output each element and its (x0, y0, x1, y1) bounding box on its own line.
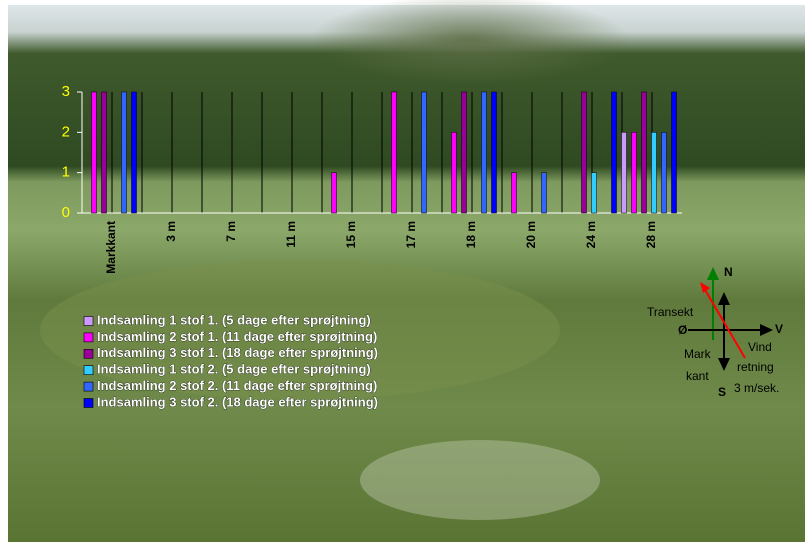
y-tick-label: 0 (62, 204, 70, 221)
bar (631, 132, 637, 214)
photo-tree (310, 0, 630, 85)
bar (91, 91, 97, 214)
bar (481, 91, 487, 214)
x-tick-label: 7 m (224, 221, 238, 242)
x-tick-label: 28 m (644, 221, 658, 248)
y-tick-label: 3 (62, 83, 70, 100)
legend-label: Indsamling 2 stof 1. (11 dage efter sprø… (97, 329, 377, 344)
x-tick-label: 15 m (344, 221, 358, 248)
x-tick-label: 3 m (164, 221, 178, 242)
compass-edge: kant (686, 369, 709, 383)
compass-west: Ø (678, 323, 687, 337)
x-tick-label: 17 m (404, 221, 418, 248)
legend-swatch (83, 348, 94, 359)
legend-swatch (83, 316, 94, 326)
bar (491, 91, 497, 214)
y-tick-label: 2 (62, 123, 70, 140)
bar (581, 91, 587, 214)
bar (331, 172, 337, 214)
bar (421, 91, 427, 214)
compass-south: S (718, 385, 726, 399)
wind-arrow-head (700, 282, 710, 293)
compass-wind-direction: retning (737, 360, 774, 374)
x-tick-label: 11 m (284, 221, 298, 248)
x-tick-label: Markkant (104, 221, 118, 274)
compass-wind-speed: 3 m/sek. (734, 381, 779, 395)
bar (671, 91, 677, 214)
legend-label: Indsamling 3 stof 1. (18 dage efter sprø… (97, 345, 378, 360)
north-arrow-head (707, 267, 719, 280)
compass-wind: Vind (748, 340, 772, 354)
compass-field: Mark (684, 347, 712, 361)
bar (651, 132, 657, 214)
x-tick-label: 18 m (464, 221, 478, 248)
bar (461, 91, 467, 214)
legend-label: Indsamling 3 stof 2. (18 dage efter sprø… (97, 394, 378, 409)
bar (131, 91, 137, 214)
photo-grass (40, 260, 560, 400)
bar (591, 172, 597, 214)
legend-label: Indsamling 2 stof 2. (11 dage efter sprø… (97, 378, 377, 393)
east-arrow (760, 324, 773, 336)
transect-arrow-down (718, 358, 730, 371)
legend-swatch (83, 398, 94, 408)
compass-north: N (724, 265, 733, 279)
bar (641, 91, 647, 214)
compass-east: V (775, 322, 783, 336)
transect-arrow-up (718, 292, 730, 305)
bar (661, 132, 667, 214)
bar (511, 172, 517, 214)
legend-swatch (83, 381, 94, 392)
compass-transect: Transekt (647, 305, 694, 319)
photo-flowers (360, 440, 600, 520)
legend-label: Indsamling 1 stof 2. (5 dage efter sprøj… (97, 362, 371, 377)
bar (101, 91, 107, 214)
x-tick-label: 24 m (584, 221, 598, 248)
bar (121, 91, 127, 214)
y-tick-label: 1 (62, 164, 70, 181)
bar (391, 91, 397, 214)
wind-arrow (703, 287, 746, 359)
bar (451, 132, 457, 214)
legend-swatch (83, 365, 94, 376)
x-tick-label: 20 m (524, 221, 538, 248)
legend-swatch (83, 332, 94, 343)
bar (541, 172, 547, 214)
bar (621, 132, 627, 214)
legend-label: Indsamling 1 stof 1. (5 dage efter sprøj… (97, 312, 371, 327)
bar (611, 91, 617, 214)
compass: N Transekt Ø V Mark kant S Vind retning … (647, 265, 783, 399)
